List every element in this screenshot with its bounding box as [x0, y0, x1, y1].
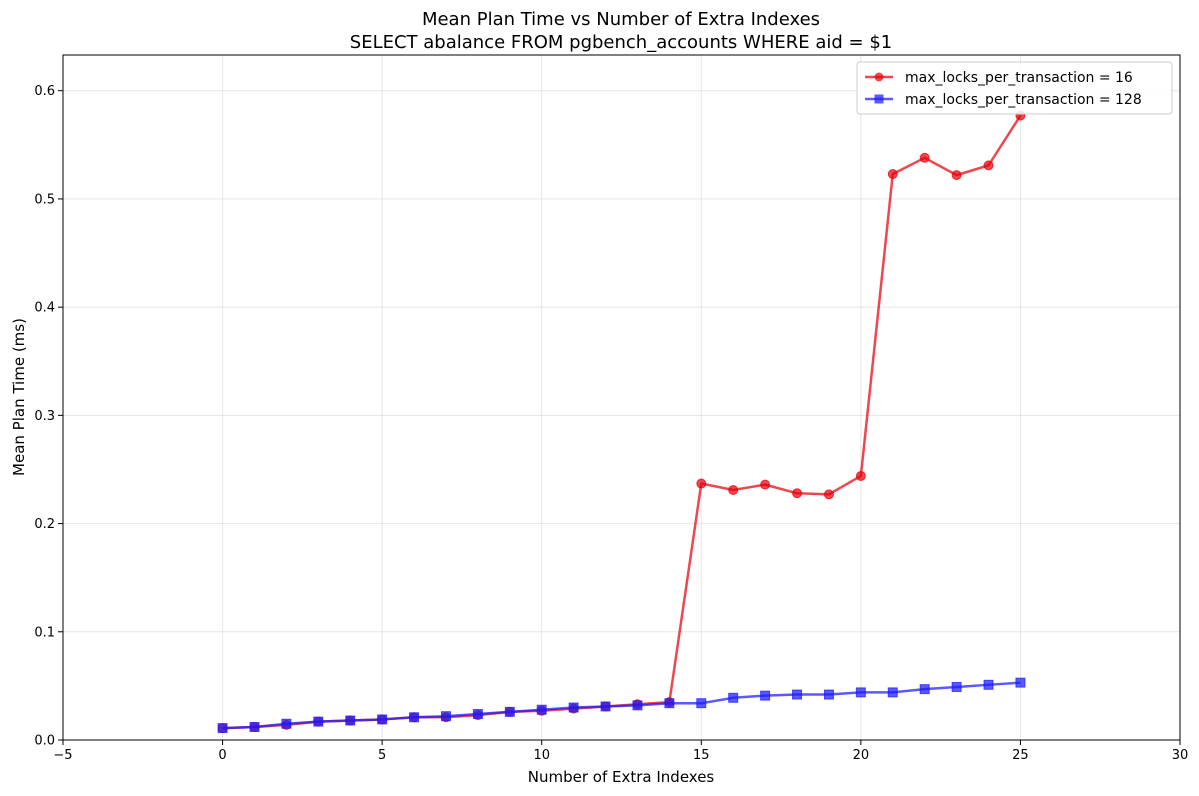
x-tick-label: 10 [533, 748, 550, 763]
data-point [313, 716, 324, 727]
chart-subtitle: SELECT abalance FROM pgbench_accounts WH… [350, 32, 892, 53]
data-point [217, 723, 228, 734]
series-2 [217, 677, 1026, 734]
data-point [951, 170, 962, 181]
x-axis-label: Number of Extra Indexes [528, 768, 715, 786]
data-point [536, 704, 547, 715]
legend-item: max_locks_per_transaction = 16 [865, 70, 1133, 86]
data-point [760, 690, 771, 701]
y-axis-label: Mean Plan Time (ms) [10, 318, 28, 476]
data-point [728, 485, 739, 496]
x-tick-label: −5 [53, 748, 72, 763]
data-point [249, 722, 260, 733]
data-point [345, 715, 356, 726]
y-tick-label: 0.3 [34, 409, 55, 424]
legend-label: max_locks_per_transaction = 16 [905, 70, 1133, 86]
x-tick-label: 25 [1012, 748, 1029, 763]
data-point [760, 479, 771, 490]
data-point [919, 684, 930, 695]
data-point [664, 698, 675, 709]
data-point [696, 698, 707, 709]
y-tick-label: 0.1 [34, 625, 55, 640]
y-tick-label: 0.0 [34, 734, 55, 749]
legend-marker [874, 94, 884, 104]
legend: max_locks_per_transaction = 16 max_locks_… [856, 61, 1173, 115]
data-point [983, 679, 994, 690]
data-point [568, 702, 579, 713]
data-point [823, 489, 834, 500]
data-point [377, 714, 388, 725]
x-tick-label: 20 [853, 748, 870, 763]
series-layer [217, 110, 1026, 734]
data-point [281, 718, 292, 729]
x-tick-label: 30 [1172, 748, 1189, 763]
y-tick-label: 0.4 [34, 301, 55, 316]
data-point [919, 152, 930, 163]
data-point [1015, 677, 1026, 688]
y-tick-label: 0.5 [34, 192, 55, 207]
data-point [472, 709, 483, 720]
plot-area-frame [62, 54, 1181, 741]
x-tick-label: 0 [218, 748, 226, 763]
y-tick-label: 0.2 [34, 517, 55, 532]
data-point [887, 169, 898, 180]
data-point [409, 712, 420, 723]
data-point [823, 689, 834, 700]
data-point [855, 470, 866, 481]
ticks: −5 0 5 10 15 20 25 30 0.0 0.1 0.2 0.3 0.4 0.5 0.6 [34, 84, 1188, 763]
data-point [600, 701, 611, 712]
data-point [728, 692, 739, 703]
data-point [632, 700, 643, 711]
data-point [855, 687, 866, 698]
legend-marker [874, 72, 884, 82]
data-point [951, 681, 962, 692]
data-point [440, 711, 451, 722]
chart-title: Mean Plan Time vs Number of Extra Indexe… [422, 9, 820, 30]
data-point [792, 689, 803, 700]
x-tick-label: 15 [693, 748, 710, 763]
legend-label: max_locks_per_transaction = 128 [905, 92, 1142, 108]
data-point [792, 488, 803, 499]
data-point [504, 706, 515, 717]
data-point [696, 478, 707, 489]
x-tick-label: 5 [378, 748, 386, 763]
legend-item: max_locks_per_transaction = 128 [865, 92, 1142, 108]
data-point [887, 687, 898, 698]
legend-box [856, 61, 1173, 115]
data-point [983, 160, 994, 171]
series-line [222, 681, 1021, 730]
y-tick-label: 0.6 [34, 84, 55, 99]
